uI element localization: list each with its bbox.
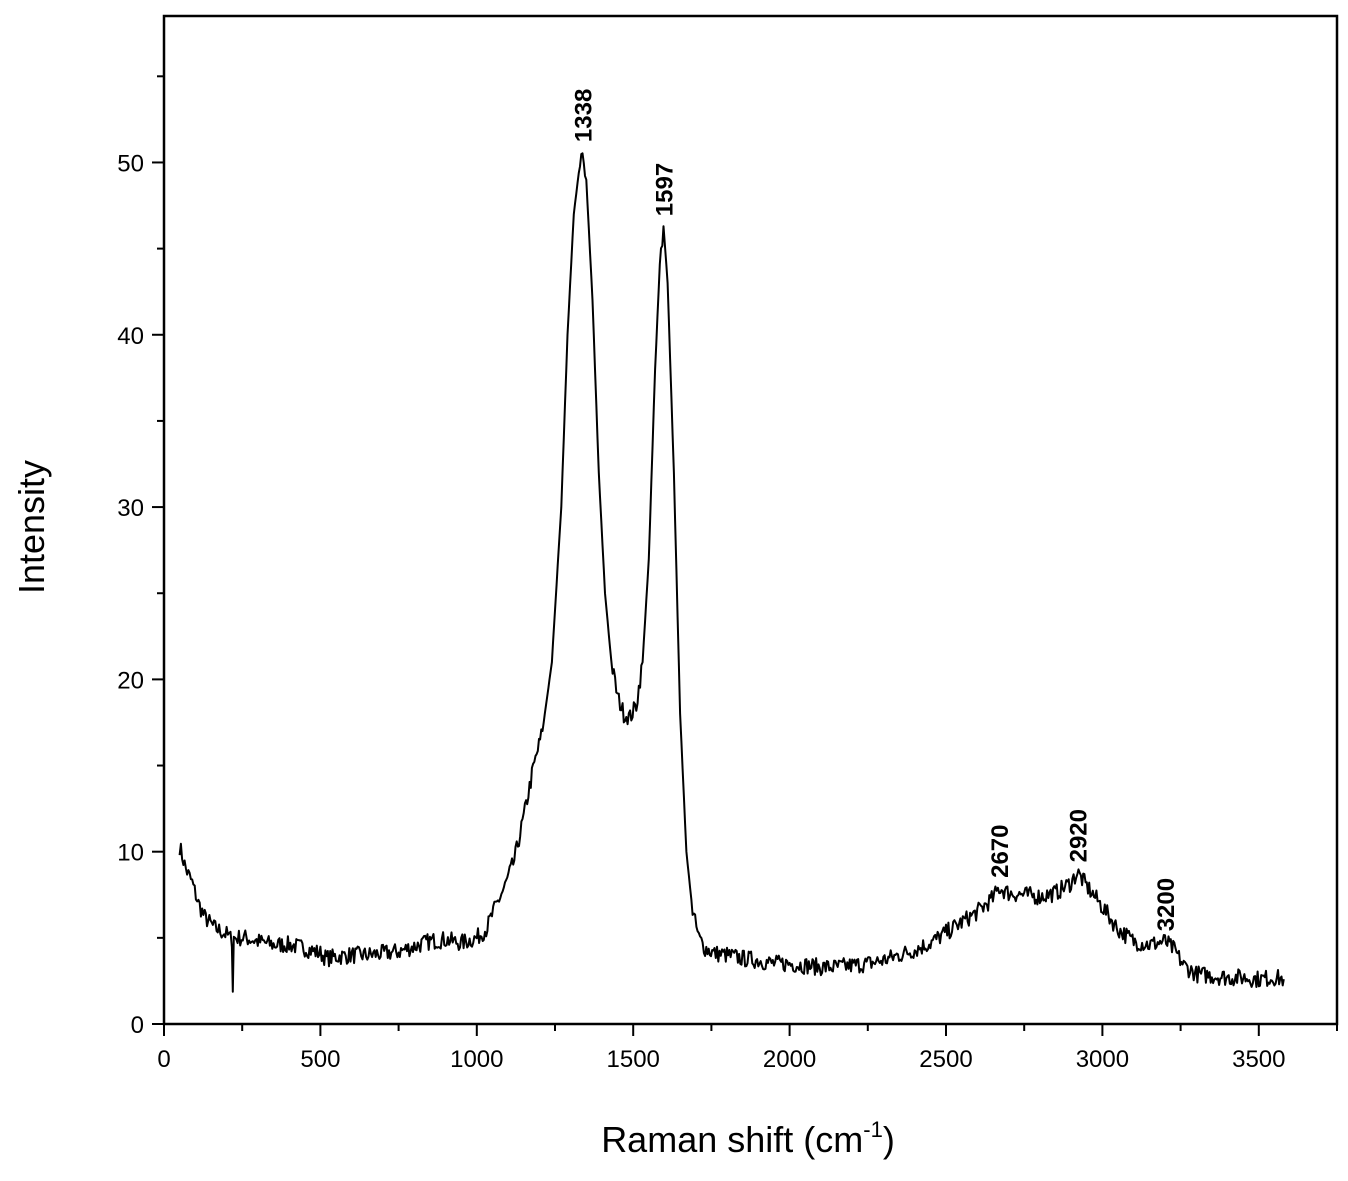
peak-label: 1338 — [571, 89, 598, 142]
peak-label: 1597 — [652, 163, 679, 216]
y-tick-label: 30 — [117, 495, 144, 522]
x-tick-labels: 0 500 1000 1500 2000 2500 3000 3500 — [157, 1046, 1285, 1073]
peak-labels: 1338 1597 2670 2920 3200 — [571, 89, 1181, 932]
peak-label: 2670 — [987, 825, 1014, 878]
x-axis-title: Raman shift (cm-1) — [601, 1117, 895, 1160]
x-tick-label: 1500 — [607, 1046, 660, 1073]
x-tick-label: 2000 — [763, 1046, 816, 1073]
y-tick-labels: 0 10 20 30 40 50 — [117, 150, 144, 1039]
x-tick-label: 1000 — [450, 1046, 503, 1073]
y-tick-label: 40 — [117, 323, 144, 350]
x-tick-label: 0 — [157, 1046, 170, 1073]
x-tick-label: 2500 — [919, 1046, 972, 1073]
y-tick-label: 20 — [117, 667, 144, 694]
spectrum-line — [178, 152, 1285, 993]
x-tick-label: 3500 — [1232, 1046, 1285, 1073]
x-tick-label: 500 — [300, 1046, 340, 1073]
y-tick-label: 0 — [131, 1012, 144, 1039]
y-tick-label: 50 — [117, 150, 144, 177]
peak-label: 2920 — [1065, 809, 1092, 862]
y-tick-label: 10 — [117, 840, 144, 867]
plot-frame — [162, 14, 1339, 1026]
peak-label: 3200 — [1153, 878, 1180, 931]
x-tick-label: 3000 — [1076, 1046, 1129, 1073]
y-axis-title: Intensity — [11, 460, 52, 594]
